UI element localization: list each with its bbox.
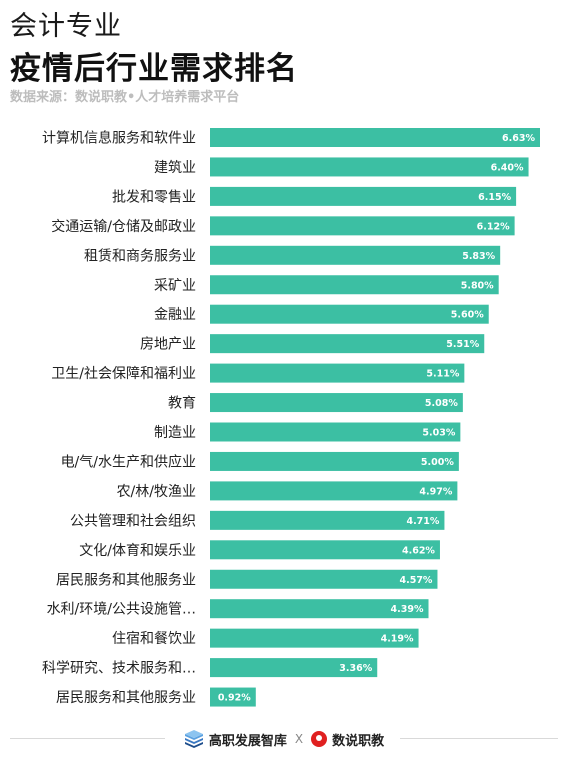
category-label-6: 金融业: [154, 307, 196, 323]
category-label-19: 居民服务和其他服务业: [56, 690, 196, 706]
value-label-8: 5.11%: [426, 369, 459, 380]
value-label-7: 5.51%: [446, 339, 479, 350]
bar-5: [210, 275, 499, 295]
category-label-3: 交通运输/仓储及邮政业: [51, 218, 196, 235]
category-label-0: 计算机信息服务和软件业: [42, 130, 196, 147]
bar-4: [210, 245, 501, 265]
bar-8: [210, 363, 465, 383]
category-label-12: 农/林/牧渔业: [117, 484, 196, 500]
value-label-6: 5.60%: [451, 310, 484, 321]
bar-12: [210, 481, 458, 501]
bar-chart: 计算机信息服务和软件业 6.63% 建筑业 6.40% 批发和零售业 6.15% 交通运输/…: [42, 128, 540, 707]
category-label-7: 房地产业: [140, 337, 196, 353]
footer-separator: X: [294, 732, 304, 746]
category-label-17: 住宿和餐饮业: [112, 630, 196, 647]
value-label-5: 5.80%: [461, 280, 494, 291]
value-label-12: 4.97%: [419, 486, 452, 497]
category-label-15: 居民服务和其他服务业: [56, 572, 196, 588]
category-label-16: 水利/环境/公共设施管…: [47, 602, 196, 618]
category-label-14: 文化/体育和娱乐业: [79, 543, 196, 559]
bar-15: [210, 569, 438, 589]
data-source: 数据来源：数说职教•人才培养需求平台: [10, 90, 240, 105]
category-label-1: 建筑业: [154, 160, 196, 176]
value-label-1: 6.40%: [491, 162, 524, 173]
category-label-13: 公共管理和社会组织: [70, 513, 196, 529]
bar-3: [210, 216, 515, 236]
value-label-10: 5.03%: [422, 428, 455, 439]
bar-16: [210, 599, 429, 619]
footer: 高职发展智库 X 数说职教: [0, 728, 568, 750]
category-label-8: 卫生/社会保障和福利业: [51, 366, 196, 382]
shushuo-logo-icon: [311, 731, 328, 747]
books-icon: [184, 730, 203, 748]
footer-divider-left: [10, 738, 165, 739]
footer-brand-right: 数说职教: [332, 733, 385, 749]
bar-9: [210, 393, 463, 413]
bar-17: [210, 628, 419, 648]
bar-1: [210, 157, 529, 177]
footer-divider-right: [400, 738, 558, 739]
bar-18: [210, 658, 378, 678]
bar-0: [210, 128, 540, 147]
bar-14: [210, 540, 440, 560]
category-label-4: 租赁和商务服务业: [84, 248, 196, 264]
value-label-2: 6.15%: [478, 192, 511, 203]
bar-11: [210, 451, 459, 471]
bar-2: [210, 186, 517, 206]
value-label-15: 4.57%: [399, 575, 432, 586]
value-label-17: 4.19%: [381, 634, 414, 645]
bar-7: [210, 334, 485, 354]
bar-13: [210, 510, 445, 530]
value-label-19: 0.92%: [218, 693, 251, 704]
value-label-9: 5.08%: [425, 398, 458, 409]
bar-6: [210, 304, 489, 324]
value-label-4: 5.83%: [462, 251, 495, 262]
category-label-9: 教育: [168, 396, 196, 412]
value-label-0: 6.63%: [502, 133, 535, 144]
value-label-16: 4.39%: [391, 604, 424, 615]
bar-19: [210, 687, 256, 707]
category-label-18: 科学研究、技术服务和…: [42, 661, 196, 677]
chart-subtitle: 会计专业: [10, 11, 122, 42]
value-label-13: 4.71%: [406, 516, 439, 527]
value-label-14: 4.62%: [402, 545, 435, 556]
value-label-3: 6.12%: [477, 221, 510, 232]
category-label-2: 批发和零售业: [112, 189, 196, 205]
footer-brand-left: 高职发展智库: [208, 733, 287, 749]
value-label-18: 3.36%: [339, 663, 372, 674]
category-label-10: 制造业: [154, 425, 196, 441]
category-label-5: 采矿业: [154, 278, 196, 294]
value-label-11: 5.00%: [421, 457, 454, 468]
chart-title: 疫情后行业需求排名: [10, 51, 298, 87]
category-label-11: 电/气/水生产和供应业: [61, 453, 196, 470]
bar-10: [210, 422, 461, 442]
